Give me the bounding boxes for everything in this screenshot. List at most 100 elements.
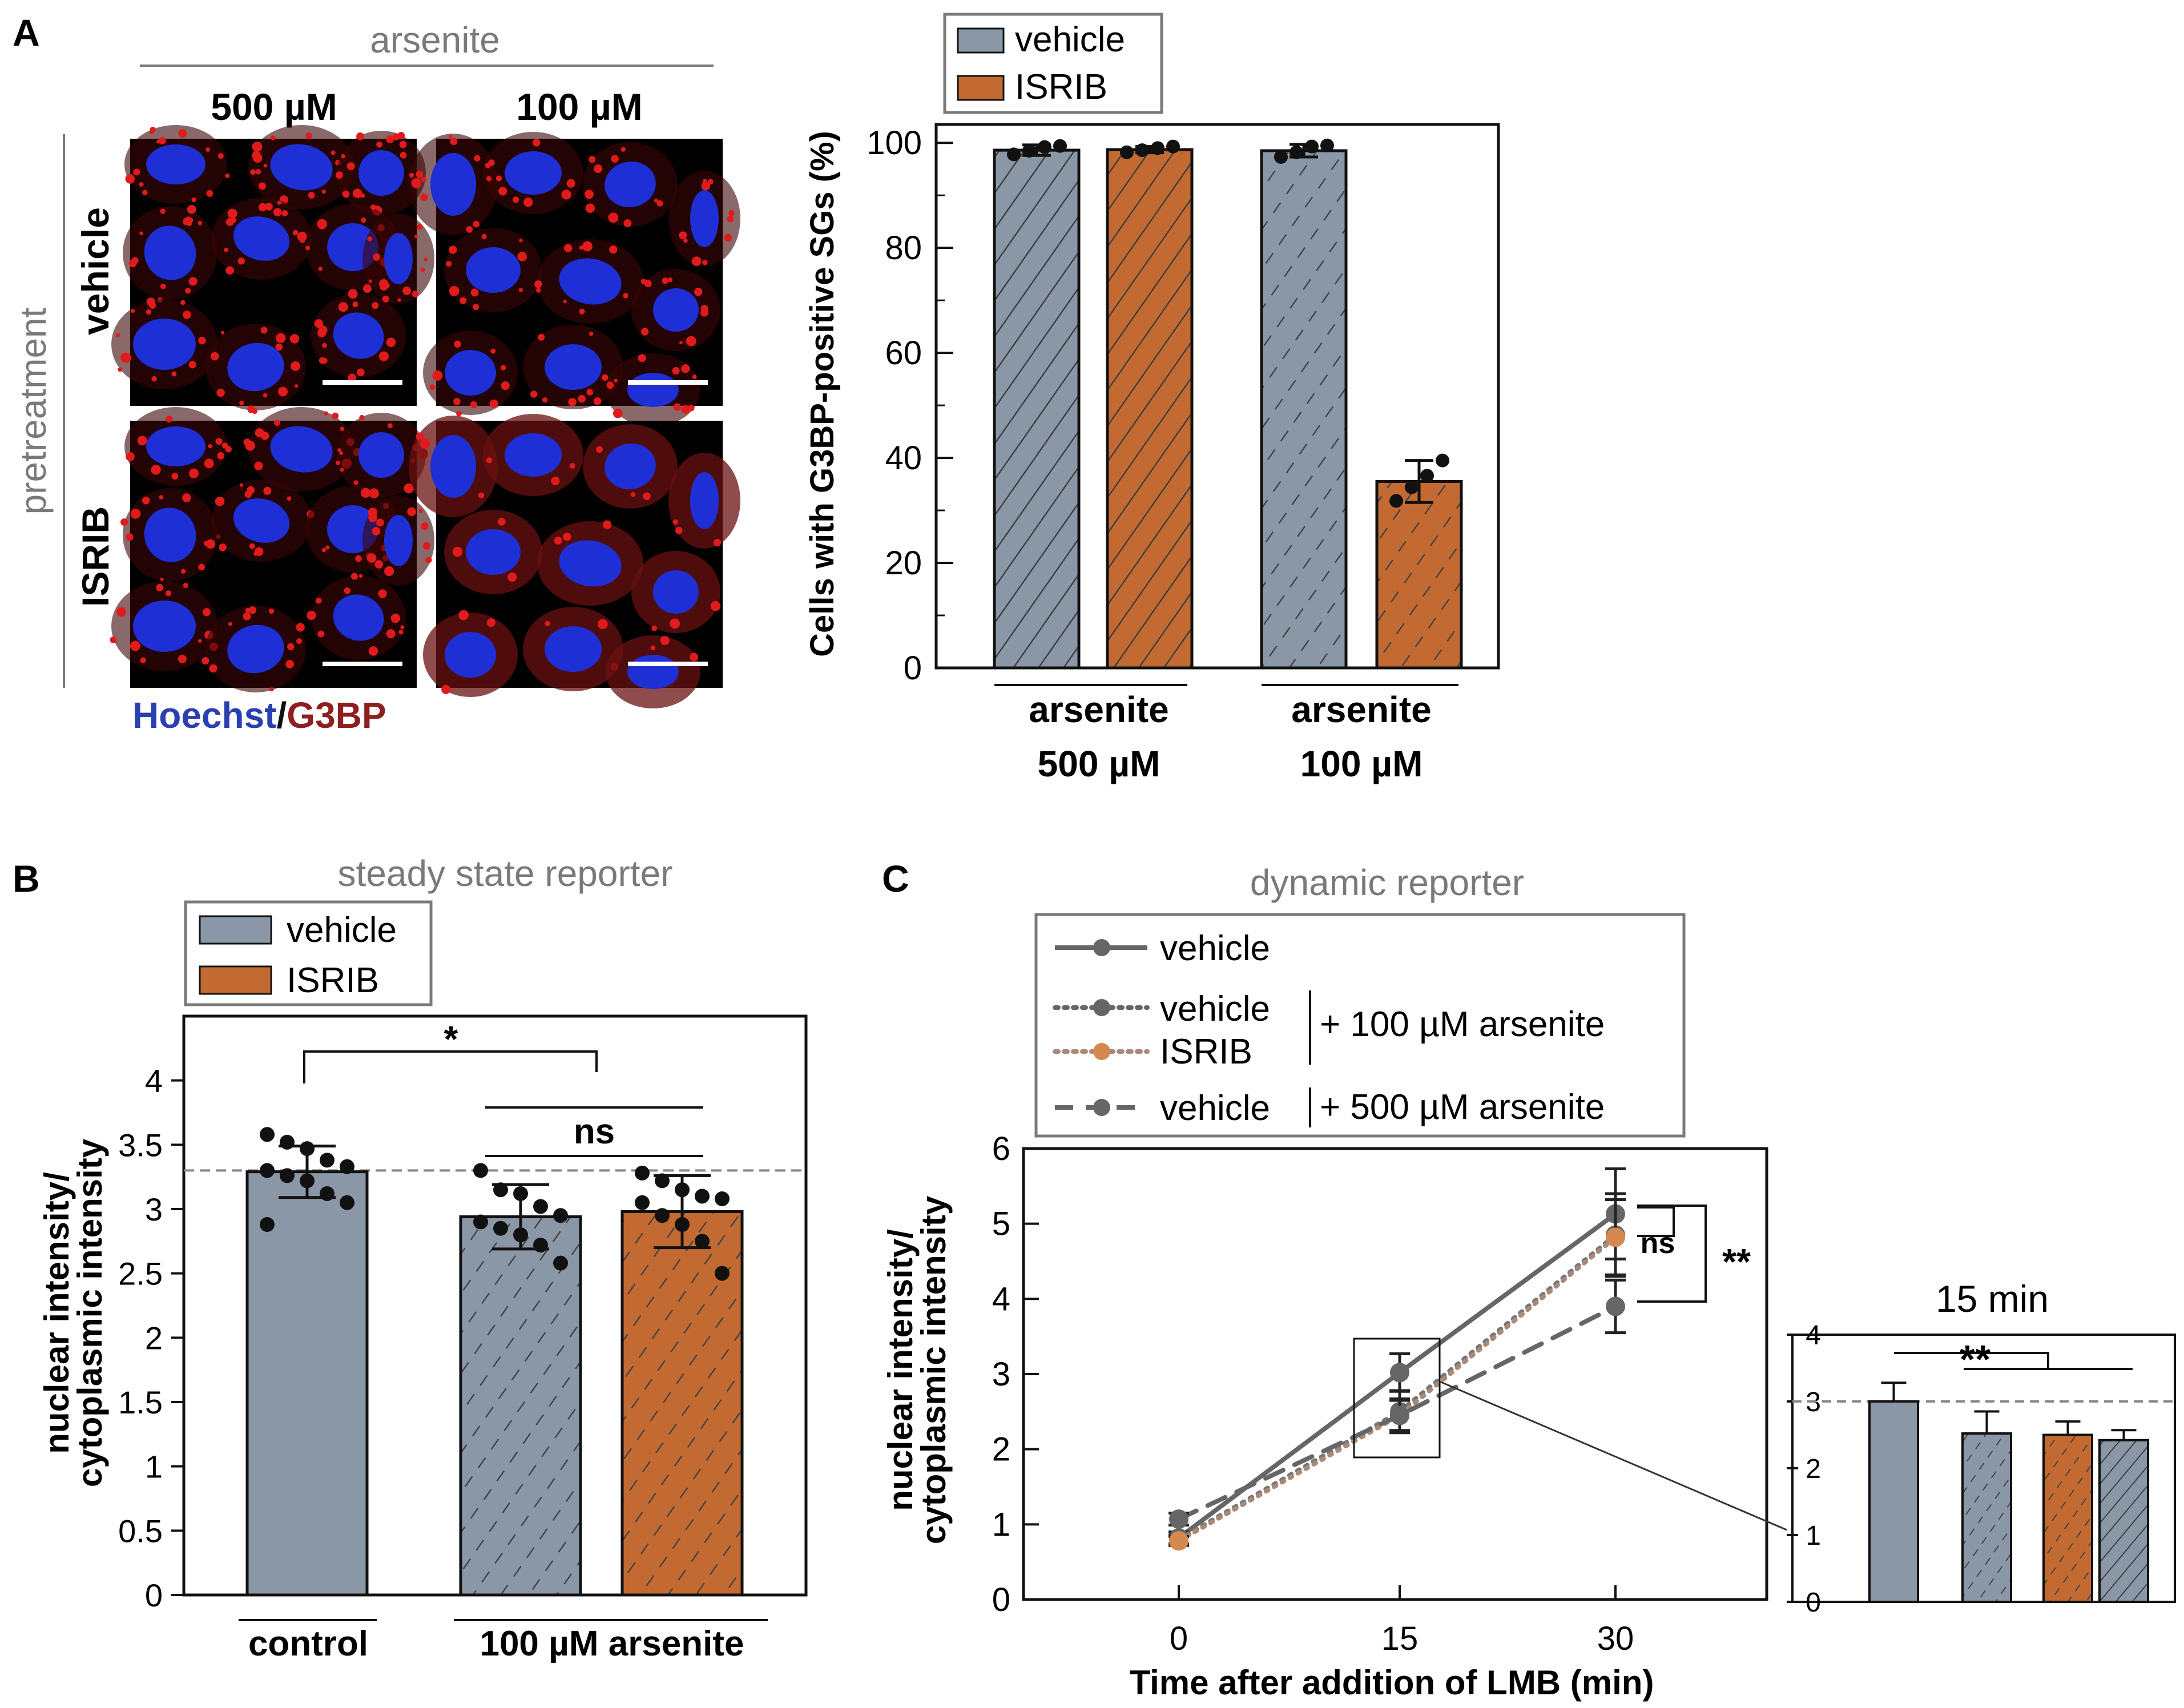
g3bp-granule: [237, 257, 245, 265]
g3bp-granule: [160, 283, 166, 289]
g3bp-granule: [672, 366, 680, 375]
g3bp-granule: [372, 527, 381, 535]
c-ylabel-line1: nuclear intensity/: [881, 1229, 920, 1511]
g3bp-granule: [206, 190, 213, 197]
a-ytick-label: 100: [867, 124, 922, 162]
g3bp-granule: [150, 126, 156, 132]
g3bp-granule: [289, 334, 300, 344]
g3bp-granule: [307, 610, 316, 621]
nucleus: [133, 319, 196, 370]
g3bp-granule: [585, 203, 595, 213]
g3bp-granule: [314, 319, 323, 328]
g3bp-granule: [420, 438, 430, 449]
micrograph-isrib-500: [110, 407, 434, 692]
b-point: [473, 1214, 488, 1230]
nucleus: [384, 233, 413, 284]
nucleus: [144, 225, 196, 280]
g3bp-granule: [650, 645, 656, 651]
g3bp-granule: [217, 153, 224, 159]
g3bp-granule: [489, 399, 498, 408]
inset-ytick-label: 4: [1806, 1320, 1821, 1351]
g3bp-granule: [188, 277, 198, 286]
g3bp-granule: [216, 388, 225, 397]
b-legend-isrib: ISRIB: [287, 961, 379, 1000]
g3bp-granule: [495, 175, 502, 182]
c-point: [1169, 1509, 1188, 1529]
g3bp-granule: [137, 436, 147, 446]
b-legend-vehicle: vehicle: [287, 911, 397, 950]
nucleus: [445, 632, 496, 678]
micrograph-vehicle-500: [111, 125, 434, 414]
a-ytick-label: 20: [885, 545, 922, 582]
g3bp-granule: [339, 451, 344, 456]
panel-a-bar-chart: vehicle ISRIB Cells with G3BP-positive S…: [804, 13, 1500, 784]
g3bp-granule: [249, 543, 255, 549]
nucleus: [466, 247, 521, 293]
nucleus: [144, 507, 196, 562]
g3bp-granule: [407, 507, 416, 517]
g3bp-granule: [374, 560, 384, 569]
g3bp-granule: [270, 135, 276, 140]
g3bp-granule: [713, 539, 722, 547]
c-xtick-label: 15: [1381, 1620, 1419, 1657]
g3bp-granule: [594, 164, 603, 174]
a-point: [1436, 453, 1449, 468]
g3bp-granule: [178, 654, 187, 663]
g3bp-granule: [530, 390, 538, 398]
g3bp-granule: [198, 563, 205, 571]
g3bp-granule: [667, 277, 673, 283]
g3bp-granule: [378, 279, 389, 289]
pretreatment-label: pretreatment: [13, 307, 54, 514]
g3bp-granule: [296, 638, 303, 644]
g3bp-granule: [165, 590, 172, 597]
c-series-line: [1176, 1232, 1618, 1542]
g3bp-granule: [130, 640, 140, 651]
g3bp-granule: [159, 495, 164, 499]
stain-g3bp: G3BP: [287, 695, 386, 736]
g3bp-granule: [120, 352, 131, 363]
g3bp-granule: [225, 266, 234, 275]
a-ytick-label: 40: [885, 440, 922, 477]
g3bp-granule: [545, 621, 550, 626]
a-group2-bottom: 100 µM: [1300, 743, 1423, 784]
g3bp-granule: [561, 190, 571, 200]
g3bp-granule: [335, 460, 340, 465]
g3bp-granule: [421, 522, 429, 530]
g3bp-granule: [535, 288, 541, 293]
row-vehicle-label: vehicle: [74, 207, 116, 335]
g3bp-granule: [481, 233, 487, 239]
g3bp-granule: [340, 468, 344, 472]
g3bp-granule: [450, 138, 458, 146]
g3bp-granule: [110, 637, 117, 643]
a-point: [1151, 141, 1164, 155]
g3bp-granule: [281, 210, 288, 216]
c-ytick-label: 5: [992, 1206, 1010, 1243]
g3bp-granule: [596, 446, 603, 453]
g3bp-granule: [359, 414, 365, 421]
g3bp-granule: [317, 630, 325, 638]
g3bp-granule: [287, 496, 292, 501]
panel-a-label: A: [13, 11, 40, 54]
inset-bar-hatch: [1961, 1432, 2012, 1603]
nucleus: [545, 626, 602, 672]
g3bp-granule: [156, 583, 164, 591]
g3bp-granule: [184, 288, 191, 294]
g3bp-granule: [507, 572, 517, 582]
c-ytick-label: 1: [992, 1506, 1010, 1543]
nucleus: [505, 151, 562, 195]
g3bp-granule: [208, 444, 212, 449]
g3bp-granule: [400, 625, 405, 630]
g3bp-granule: [498, 187, 507, 196]
nucleus: [270, 426, 333, 473]
panel-c-line-chart: C dynamic reporter vehicle vehicle ISRIB…: [881, 857, 1787, 1702]
g3bp-granule: [255, 428, 264, 438]
a-point: [1405, 480, 1419, 494]
g3bp-granule: [160, 208, 166, 214]
g3bp-granule: [187, 204, 196, 214]
g3bp-granule: [331, 150, 336, 155]
g3bp-granule: [416, 170, 424, 178]
g3bp-granule: [278, 386, 288, 397]
g3bp-granule: [335, 171, 343, 179]
b-ytick-label: 4: [145, 1063, 163, 1099]
g3bp-granule: [454, 340, 461, 348]
